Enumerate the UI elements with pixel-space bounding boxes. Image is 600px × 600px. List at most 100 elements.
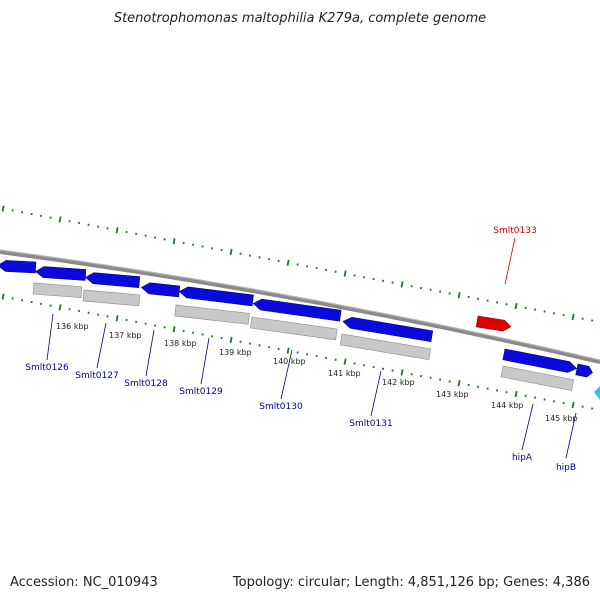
accession-text: Accession: NC_010943 <box>10 575 158 590</box>
outer-tick-ring <box>1 205 594 322</box>
outer-tick <box>49 216 52 219</box>
outer-tick <box>334 270 337 273</box>
inner-tick <box>486 387 489 390</box>
outer-tick <box>486 299 489 302</box>
tick-label: 141 kbp <box>328 369 361 378</box>
inner-tick <box>192 331 195 334</box>
outer-tick <box>163 238 166 241</box>
inner-tick <box>562 401 565 405</box>
outer-tick <box>457 292 461 299</box>
gene-label-leader <box>96 322 107 369</box>
outer-tick <box>477 297 480 300</box>
outer-tick <box>277 259 280 263</box>
inner-tick <box>144 322 147 325</box>
outer-tick <box>448 292 451 295</box>
outer-tick <box>306 265 309 268</box>
inner-tick <box>591 407 594 410</box>
outer-tick <box>182 241 185 245</box>
inner-tick <box>220 336 223 340</box>
inner-tick <box>68 308 71 311</box>
inner-tick <box>49 304 52 307</box>
outer-tick <box>229 248 233 256</box>
map-title: Stenotrophomonas maltophilia K279a, comp… <box>114 11 486 26</box>
gene-arrow <box>252 298 342 322</box>
inner-tick <box>325 356 328 360</box>
outer-tick <box>172 238 176 245</box>
tick-label: 143 kbp <box>436 390 469 399</box>
outer-tick <box>201 245 204 248</box>
outer-tick <box>115 227 119 234</box>
inner-tick <box>106 315 109 318</box>
outer-tick <box>363 276 366 279</box>
tick-label: 142 kbp <box>382 378 415 387</box>
inner-tick <box>172 326 176 333</box>
gene-arrow <box>178 286 254 307</box>
inner-tick-ring <box>1 293 594 410</box>
inner-tick <box>258 344 261 347</box>
inner-tick <box>1 293 5 300</box>
outer-tick <box>400 281 404 288</box>
inner-tick <box>448 380 451 383</box>
inner-tick <box>306 353 309 356</box>
outer-tick <box>268 257 271 261</box>
outer-tick <box>144 234 147 237</box>
tick-label: 139 kbp <box>219 348 252 357</box>
inner-tick <box>154 324 157 327</box>
inner-tick <box>239 340 242 343</box>
gene-label: hipB <box>556 463 576 473</box>
gene-label: Smlt0131 <box>349 419 392 429</box>
gene-arrow-partial <box>594 386 600 400</box>
tick-label: 144 kbp <box>491 401 524 410</box>
outer-tick <box>553 312 556 315</box>
outer-tick <box>1 205 5 212</box>
inner-tick <box>296 351 299 354</box>
outer-tick <box>439 290 442 293</box>
outer-tick <box>467 295 470 299</box>
genome-summary-text: Topology: circular; Length: 4,851,126 bp… <box>232 575 590 590</box>
outer-tick <box>505 303 508 306</box>
gene-label-leader <box>46 313 54 361</box>
inner-tick <box>125 318 128 322</box>
gene-label-leader <box>200 337 210 385</box>
gene-label: Smlt0128 <box>124 379 168 389</box>
inner-tick <box>553 400 556 403</box>
outer-tick <box>391 281 394 284</box>
inner-tick <box>135 320 138 323</box>
gene-arrow <box>84 272 141 288</box>
outer-tick <box>58 216 62 223</box>
inner-tick <box>439 378 442 381</box>
inner-tick <box>410 373 413 376</box>
gene-arrow <box>342 317 434 343</box>
cds-feature-bar <box>250 316 338 341</box>
inner-tick <box>571 401 575 409</box>
inner-tick <box>30 300 33 304</box>
outer-tick <box>353 274 356 277</box>
inner-tick <box>363 364 366 367</box>
tick-label: 136 kbp <box>56 322 89 331</box>
inner-tick <box>182 329 185 333</box>
inner-tick <box>286 347 290 354</box>
inner-tick <box>581 405 584 408</box>
gene-arrow-highlighted <box>475 315 512 332</box>
outer-tick <box>571 313 575 321</box>
gene-label: Smlt0130 <box>259 402 303 412</box>
inner-tick <box>58 304 62 311</box>
inner-tick <box>268 345 271 349</box>
inner-tick <box>78 309 81 313</box>
outer-tick <box>192 243 195 246</box>
outer-tick <box>372 277 375 281</box>
outer-tick <box>543 310 546 313</box>
gene-label: Smlt0129 <box>179 387 223 397</box>
genome-backbone <box>0 250 600 364</box>
inner-tick <box>97 313 100 316</box>
outer-tick <box>420 286 423 290</box>
feature-track <box>0 260 600 400</box>
tick-label: 138 kbp <box>164 339 197 348</box>
outer-tick <box>220 248 223 252</box>
outer-tick <box>514 302 518 310</box>
outer-tick <box>87 223 90 226</box>
inner-tick <box>277 347 280 351</box>
gene-arrow <box>140 282 181 298</box>
inner-tick <box>229 336 233 344</box>
